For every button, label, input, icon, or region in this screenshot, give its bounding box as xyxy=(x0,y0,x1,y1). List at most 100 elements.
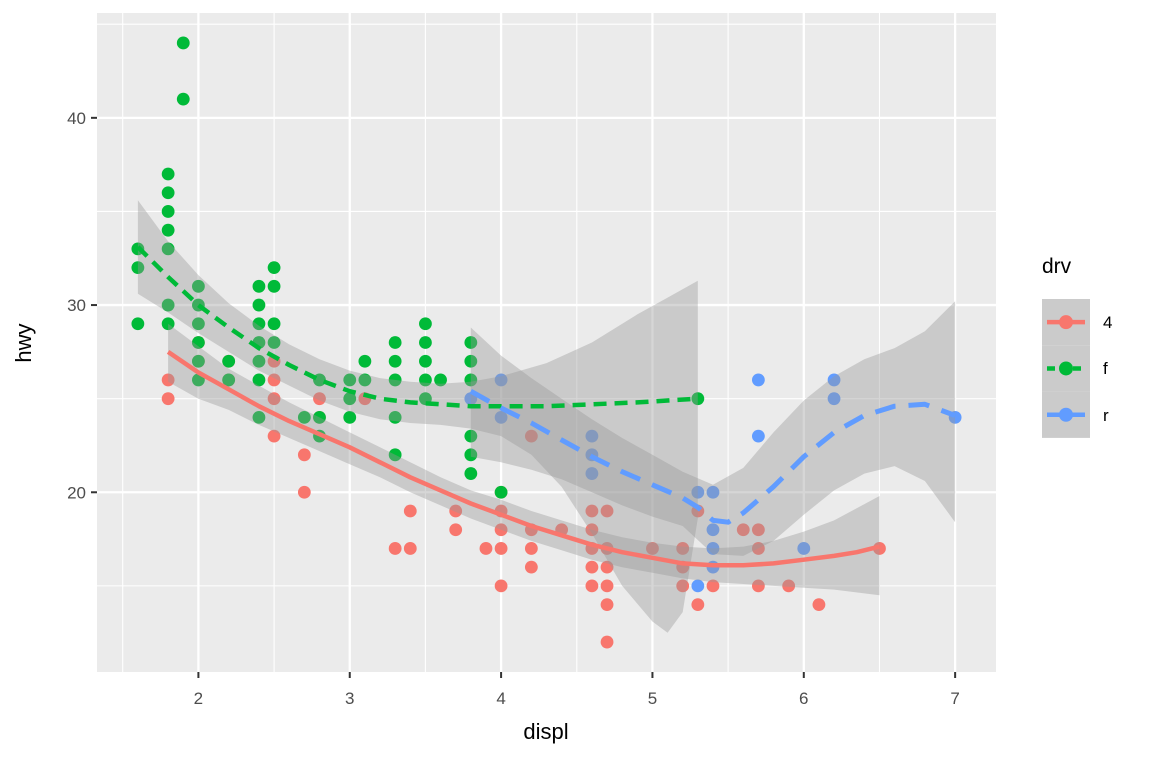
data-point-4 xyxy=(524,560,538,574)
data-point-f xyxy=(252,317,266,331)
x-tick-label: 4 xyxy=(496,689,505,708)
data-point-f xyxy=(267,336,281,349)
confidence-ribbon-r xyxy=(470,301,956,556)
smooth-line-r xyxy=(469,389,956,525)
data-point-r xyxy=(691,579,705,593)
data-point-f xyxy=(358,373,372,387)
data-point-r xyxy=(751,373,765,387)
data-point-f xyxy=(222,373,236,387)
data-point-r xyxy=(797,542,811,555)
data-point-f xyxy=(131,261,145,275)
data-point-f xyxy=(464,336,478,349)
data-point-f xyxy=(388,448,402,462)
data-point-f xyxy=(192,336,205,349)
data-point-r xyxy=(494,410,508,424)
data-point-f xyxy=(419,336,432,349)
y-tick-label: 20 xyxy=(67,483,86,502)
data-point-4 xyxy=(751,523,765,537)
data-point-4 xyxy=(449,504,463,518)
data-point-4 xyxy=(676,542,690,555)
smooth-line-f xyxy=(136,245,698,409)
legend-title: drv xyxy=(1042,255,1072,278)
data-point-f xyxy=(419,354,432,368)
legend-label-4: 4 xyxy=(1103,313,1112,332)
data-point-4 xyxy=(600,635,614,649)
data-point-4 xyxy=(479,542,493,555)
data-point-f xyxy=(464,448,478,462)
y-tick-label: 30 xyxy=(67,296,86,315)
data-point-f xyxy=(161,298,175,312)
data-point-f xyxy=(267,279,281,293)
data-point-4 xyxy=(494,523,508,537)
data-point-4 xyxy=(782,579,796,593)
data-point-f xyxy=(343,410,357,424)
legend-label-f: f xyxy=(1103,359,1108,378)
legend-key-point-4 xyxy=(1059,315,1073,330)
data-point-f xyxy=(252,354,266,368)
data-point-4 xyxy=(585,579,599,593)
data-point-4 xyxy=(600,579,614,593)
data-point-r xyxy=(691,485,705,499)
data-point-4 xyxy=(267,373,281,387)
data-point-f xyxy=(252,298,266,312)
data-point-f xyxy=(388,354,402,368)
data-point-4 xyxy=(449,523,463,537)
data-point-f xyxy=(419,317,432,331)
data-point-f xyxy=(358,354,372,368)
data-point-4 xyxy=(691,598,705,612)
data-point-f xyxy=(267,261,281,275)
data-point-4 xyxy=(403,542,417,555)
legend-key-point-r xyxy=(1059,407,1073,422)
data-point-f xyxy=(343,373,357,387)
confidence-ribbon-4 xyxy=(168,323,880,596)
axis-ticks: 2 3 4 5 6 7 20 30 40 xyxy=(67,109,960,708)
data-point-4 xyxy=(751,542,765,555)
data-point-f xyxy=(176,92,190,106)
data-point-4 xyxy=(706,579,720,593)
data-point-r xyxy=(827,373,841,387)
data-point-f xyxy=(343,392,357,406)
data-point-f xyxy=(691,392,705,406)
data-point-f xyxy=(252,373,266,387)
data-point-f xyxy=(494,485,508,499)
data-point-f xyxy=(388,410,402,424)
data-point-4 xyxy=(600,598,614,612)
data-point-f xyxy=(464,467,478,480)
data-point-r xyxy=(585,467,599,480)
data-point-f xyxy=(161,223,175,237)
legend-label-r: r xyxy=(1103,406,1109,425)
data-point-4 xyxy=(494,542,508,555)
data-point-f xyxy=(267,317,281,331)
data-point-r xyxy=(706,485,720,499)
x-tick-label: 3 xyxy=(345,689,354,708)
data-point-f xyxy=(161,205,175,218)
data-point-4 xyxy=(600,504,614,518)
data-point-4 xyxy=(313,392,326,406)
data-point-r xyxy=(585,429,599,443)
data-point-f xyxy=(388,373,402,387)
data-point-f xyxy=(161,186,175,200)
data-point-f xyxy=(192,317,205,331)
data-point-f xyxy=(313,410,326,424)
smooth-line-4 xyxy=(166,350,881,568)
data-point-4 xyxy=(736,523,750,537)
data-point-4 xyxy=(676,579,690,593)
data-point-f xyxy=(419,373,432,387)
data-point-4 xyxy=(297,448,311,462)
data-point-f xyxy=(297,410,311,424)
data-point-r xyxy=(706,542,720,555)
data-point-f xyxy=(161,242,175,256)
y-tick-label: 40 xyxy=(67,109,86,128)
data-point-f xyxy=(192,279,205,293)
panel-background xyxy=(97,13,996,672)
data-point-4 xyxy=(524,542,538,555)
data-point-4 xyxy=(585,523,599,537)
data-point-f xyxy=(464,373,478,387)
data-point-4 xyxy=(267,392,281,406)
x-tick-label: 6 xyxy=(799,689,808,708)
data-point-4 xyxy=(297,485,311,499)
x-tick-label: 5 xyxy=(648,689,657,708)
data-point-f xyxy=(192,354,205,368)
